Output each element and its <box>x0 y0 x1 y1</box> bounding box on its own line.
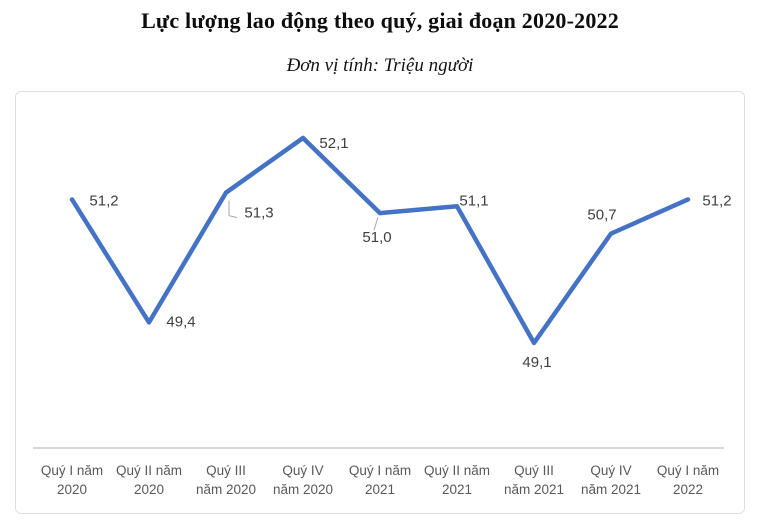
chart-title: Lực lượng lao động theo quý, giai đoạn 2… <box>141 8 619 33</box>
chart-subtitle: Đơn vị tính: Triệu người <box>286 55 474 76</box>
data-label: 51,3 <box>244 205 273 222</box>
data-label: 52,1 <box>319 135 348 152</box>
series-line <box>69 135 691 346</box>
data-label: 49,1 <box>522 354 551 371</box>
line-chart-svg: 51,2 49,4 51,3 52,1 51,0 51,1 49,1 50,7 51,2 <box>33 135 732 449</box>
data-label: 51,0 <box>362 229 391 246</box>
leader-line <box>228 200 238 219</box>
leader-line <box>373 216 379 231</box>
chart-frame: 51,2 49,4 51,3 52,1 51,0 51,1 49,1 50,7 51,2 Quý… <box>15 91 745 514</box>
data-label: 50,7 <box>587 207 616 224</box>
data-label: 51,1 <box>459 192 488 209</box>
data-label: 51,2 <box>89 192 118 209</box>
data-label: 51,2 <box>702 192 731 209</box>
data-label: 49,4 <box>166 313 195 330</box>
